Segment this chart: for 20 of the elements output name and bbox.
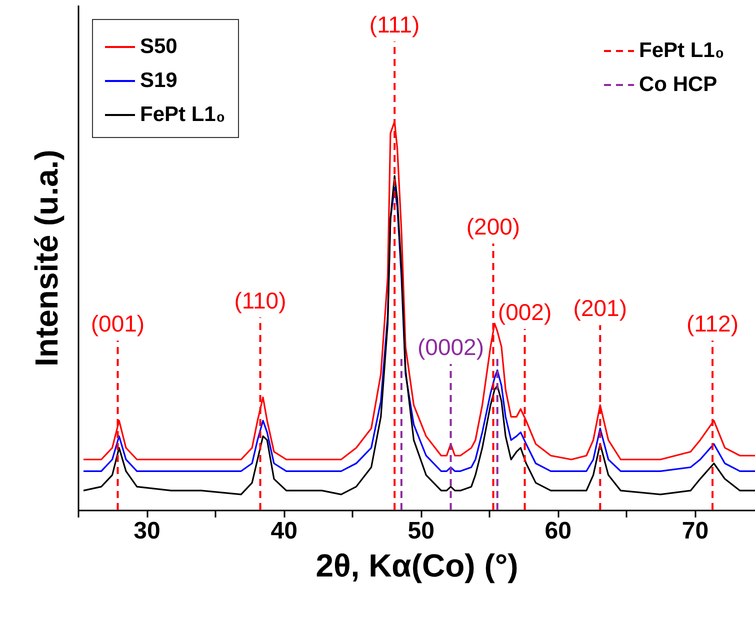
legend-label: S19 (140, 69, 178, 92)
y-axis-title: Intensité (u.a.) (28, 150, 64, 366)
legend-label: Co HCP (639, 73, 718, 96)
annotation: (200) (466, 214, 520, 240)
text: (111) (369, 12, 420, 38)
legend-label: FePt L1₀ (140, 103, 226, 126)
annotation: (112) (686, 310, 739, 337)
x-tick-label: 40 (270, 518, 298, 544)
x-tick-label: 30 (134, 518, 160, 544)
legend-label: FePt L1₀ (639, 39, 724, 62)
x-tick-label: 70 (682, 518, 709, 544)
annotation: (110) (234, 287, 286, 314)
x-tick-label: 50 (408, 518, 434, 544)
x-tick-label: 60 (544, 518, 572, 544)
annotation: (002) (498, 299, 552, 325)
annotation: (001) (90, 310, 145, 337)
x-axis-title: 2θ, Kα(Co) (°) (316, 548, 518, 584)
annotation: (0002) (418, 334, 484, 360)
legend-label: S50 (140, 35, 178, 58)
annotation: (201) (573, 295, 627, 322)
